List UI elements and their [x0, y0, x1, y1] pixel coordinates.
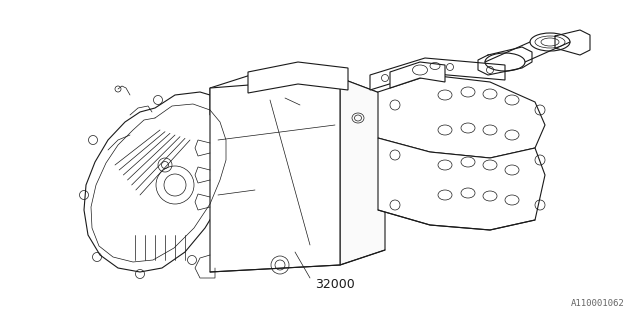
- Polygon shape: [378, 138, 545, 230]
- Polygon shape: [340, 78, 385, 265]
- Polygon shape: [248, 62, 348, 93]
- Text: 32000: 32000: [315, 278, 355, 292]
- Polygon shape: [370, 58, 505, 90]
- Polygon shape: [210, 72, 385, 118]
- Polygon shape: [210, 78, 340, 272]
- Polygon shape: [390, 62, 445, 88]
- Text: A110001062: A110001062: [572, 299, 625, 308]
- Polygon shape: [378, 75, 545, 158]
- Polygon shape: [84, 92, 238, 272]
